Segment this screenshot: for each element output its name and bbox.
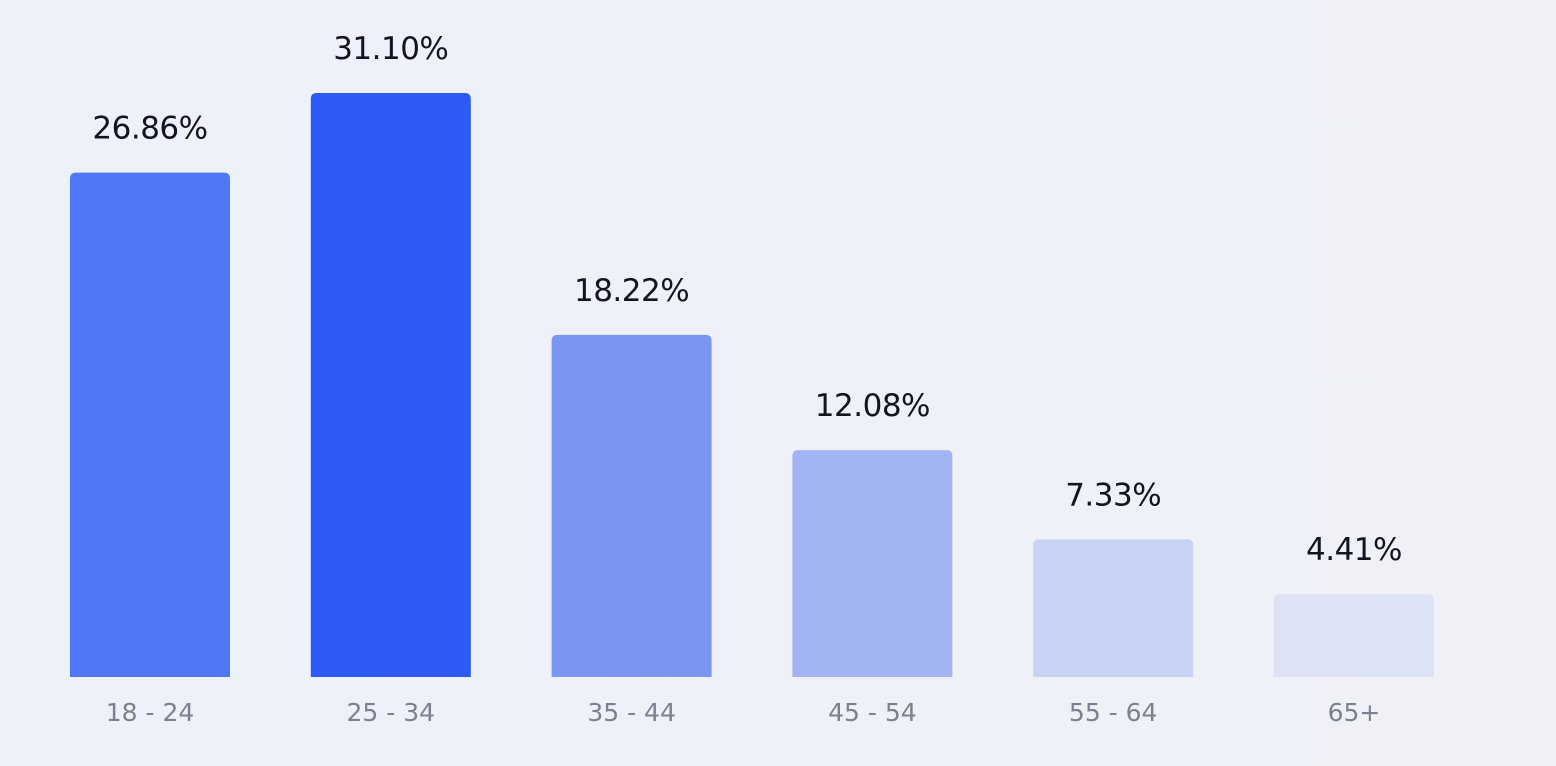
bar-25-34 xyxy=(310,93,471,677)
category-tick-label: 55 - 64 xyxy=(1069,698,1158,727)
bar-45-54 xyxy=(792,450,953,677)
bar-value-label: 4.41% xyxy=(1306,532,1402,568)
bar-value-label: 7.33% xyxy=(1065,477,1161,513)
category-tick-label: 18 - 24 xyxy=(106,698,195,727)
value-labels-group: 26.86% 31.10% 18.22% 12.08% 7.33% 4.41% xyxy=(92,31,1402,568)
bar-value-label: 12.08% xyxy=(815,388,930,424)
bars-group xyxy=(70,93,1434,677)
bar-18-24 xyxy=(70,172,230,677)
category-labels-group: 18 - 24 25 - 34 35 - 44 45 - 54 55 - 64 65+ xyxy=(106,698,1381,727)
category-tick-label: 35 - 44 xyxy=(587,698,676,727)
bar-value-label: 26.86% xyxy=(92,111,207,147)
category-tick-label: 65+ xyxy=(1328,698,1381,727)
bar-35-44 xyxy=(551,334,712,677)
bar-55-64 xyxy=(1033,539,1194,677)
category-tick-label: 45 - 54 xyxy=(828,698,917,727)
bar-value-label: 18.22% xyxy=(574,273,689,309)
bar-65plus xyxy=(1274,594,1434,677)
bar-value-label: 31.10% xyxy=(333,31,448,67)
category-tick-label: 25 - 34 xyxy=(347,698,436,727)
